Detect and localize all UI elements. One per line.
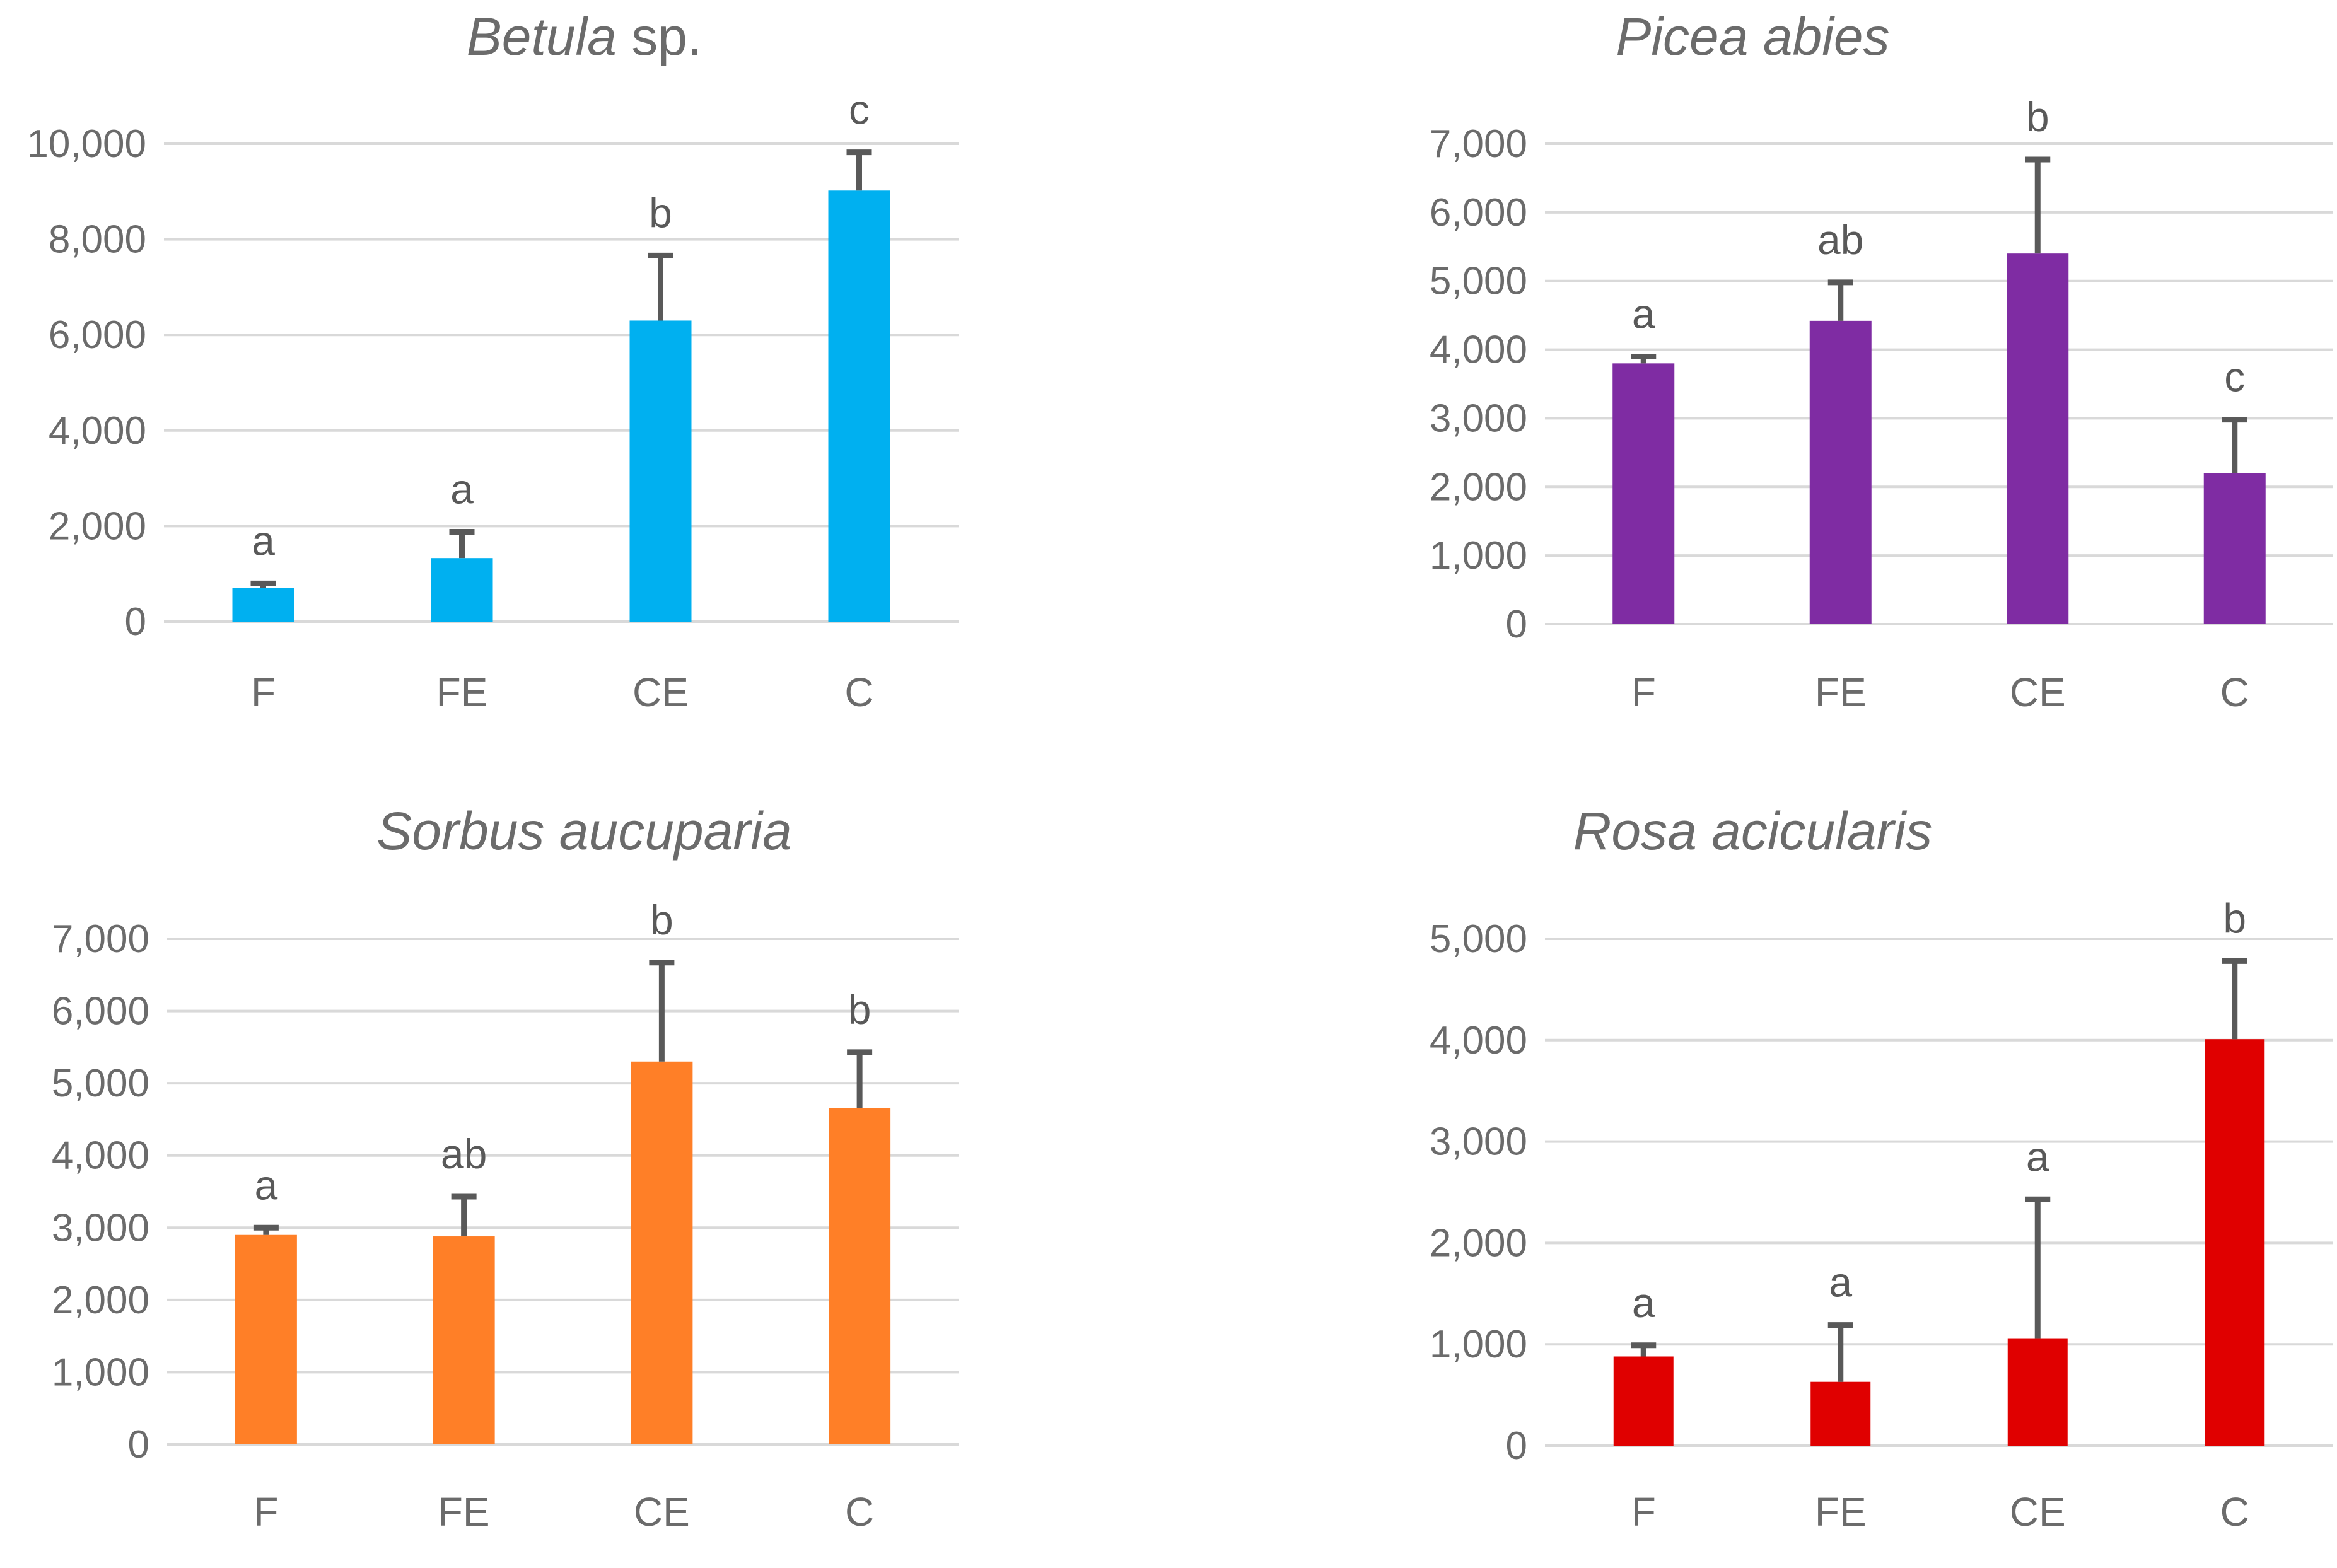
y-tick-label: 0 — [128, 1423, 149, 1466]
x-tick-label: FE — [436, 670, 488, 715]
bar-fe — [433, 1236, 495, 1444]
significance-label: b — [848, 986, 871, 1033]
chart-title-italic: Picea abies — [1616, 7, 1890, 66]
y-tick-label: 1,000 — [52, 1350, 149, 1394]
chart-title-suffix: sp. — [616, 7, 702, 66]
bar-ce — [2007, 253, 2069, 625]
y-tick-label: 0 — [125, 600, 146, 644]
chart-title: Rosa acicularis — [1168, 801, 2337, 862]
y-tick-label: 3,000 — [52, 1206, 149, 1250]
bar-f — [235, 1234, 297, 1444]
significance-label: b — [650, 897, 673, 943]
chart-panel-betula: Betula sp. 0 2,000 4,000 6,000 8,000 10,000 a F… — [0, 0, 1168, 774]
x-tick-label: CE — [634, 1489, 690, 1535]
chart-title-italic: Rosa acicularis — [1573, 801, 1933, 861]
y-tick-label: 4,000 — [49, 409, 146, 453]
chart-title-italic: Betula — [466, 7, 617, 66]
x-tick-label: F — [254, 1489, 278, 1535]
significance-label: a — [1632, 290, 1655, 337]
x-tick-label: C — [844, 670, 873, 715]
y-tick-label: 4,000 — [52, 1134, 149, 1178]
x-tick-label: F — [1631, 1489, 1656, 1535]
bar-c — [829, 1108, 891, 1444]
x-tick-label: FE — [438, 1489, 490, 1535]
bar-fe — [1809, 320, 1872, 624]
bar-ce — [631, 1061, 693, 1444]
chart-title: Picea abies — [1168, 6, 2337, 67]
significance-label: ab — [1817, 216, 1863, 263]
y-tick-label: 5,000 — [52, 1062, 149, 1105]
y-tick-label: 0 — [1506, 603, 1527, 646]
x-tick-label: FE — [1815, 670, 1867, 715]
bar-fe — [431, 558, 493, 622]
chart-title-italic: Sorbus aucuparia — [376, 801, 792, 861]
significance-label: a — [1829, 1259, 1852, 1306]
significance-label: b — [2026, 93, 2049, 140]
bar-ce — [629, 320, 692, 622]
y-tick-label: 6,000 — [52, 990, 149, 1033]
significance-label: a — [255, 1161, 278, 1208]
significance-label: ab — [441, 1130, 487, 1177]
y-tick-label: 4,000 — [1430, 328, 1527, 372]
bar-chart-svg: 0 2,000 4,000 6,000 8,000 10,000 a Fa FE b CE c C — [26, 86, 959, 715]
x-tick-label: F — [251, 670, 276, 715]
x-tick-label: F — [1631, 670, 1656, 715]
x-tick-label: FE — [1815, 1489, 1867, 1535]
y-tick-label: 8,000 — [49, 218, 146, 262]
x-tick-label: CE — [2010, 670, 2066, 715]
bar-c — [828, 190, 890, 622]
bar-c — [2203, 473, 2266, 624]
y-tick-label: 1,000 — [1430, 534, 1527, 578]
chart-title: Sorbus aucuparia — [0, 801, 1168, 862]
bar-chart-svg: 0 1,000 2,000 3,000 4,000 5,000 6,000 7,000 a Fab… — [1430, 93, 2333, 715]
bar-f — [232, 588, 294, 622]
x-tick-label: C — [845, 1489, 874, 1535]
chart-panel-rosa: Rosa acicularis 0 1,000 2,000 3,000 4,000 5,0… — [1168, 794, 2337, 1568]
y-tick-label: 2,000 — [49, 504, 146, 548]
bar-f — [1612, 363, 1675, 624]
significance-label: c — [849, 86, 870, 133]
bar-c — [2205, 1039, 2265, 1446]
chart-title: Betula sp. — [0, 6, 1168, 67]
bar-chart-svg: 0 1,000 2,000 3,000 4,000 5,000 a Fa FE a CE b C — [1430, 895, 2333, 1535]
significance-label: a — [2026, 1133, 2049, 1180]
y-tick-label: 3,000 — [1430, 397, 1527, 440]
y-tick-label: 7,000 — [52, 917, 149, 961]
y-tick-label: 5,000 — [1430, 917, 1527, 961]
x-tick-label: C — [2220, 1489, 2249, 1535]
significance-label: a — [252, 517, 275, 564]
chart-panel-sorbus: Sorbus aucuparia 0 1,000 2,000 3,000 4,000 5,… — [0, 794, 1168, 1568]
y-tick-label: 6,000 — [49, 313, 146, 357]
y-tick-label: 7,000 — [1430, 122, 1527, 166]
y-tick-label: 0 — [1506, 1424, 1527, 1468]
significance-label: b — [2223, 895, 2246, 941]
chart-panel-picea: Picea abies 0 1,000 2,000 3,000 4,000 5,000 6,… — [1168, 0, 2337, 774]
bar-fe — [1810, 1381, 1871, 1446]
y-tick-label: 4,000 — [1430, 1019, 1527, 1062]
y-tick-label: 2,000 — [1430, 465, 1527, 509]
significance-label: a — [1632, 1279, 1655, 1326]
y-tick-label: 2,000 — [1430, 1221, 1527, 1265]
bar-f — [1613, 1356, 1674, 1446]
bar-chart-svg: 0 1,000 2,000 3,000 4,000 5,000 6,000 7,000 a Fab… — [52, 897, 959, 1535]
y-tick-label: 1,000 — [1430, 1323, 1527, 1366]
x-tick-label: C — [2220, 670, 2249, 715]
x-tick-label: CE — [632, 670, 689, 715]
x-tick-label: CE — [2010, 1489, 2066, 1535]
y-tick-label: 6,000 — [1430, 191, 1527, 235]
significance-label: a — [450, 465, 474, 512]
significance-label: b — [649, 189, 672, 236]
significance-label: c — [2224, 354, 2245, 400]
y-tick-label: 5,000 — [1430, 260, 1527, 303]
y-tick-label: 3,000 — [1430, 1120, 1527, 1164]
y-tick-label: 10,000 — [26, 122, 146, 166]
y-tick-label: 2,000 — [52, 1279, 149, 1322]
bar-ce — [2007, 1338, 2068, 1446]
